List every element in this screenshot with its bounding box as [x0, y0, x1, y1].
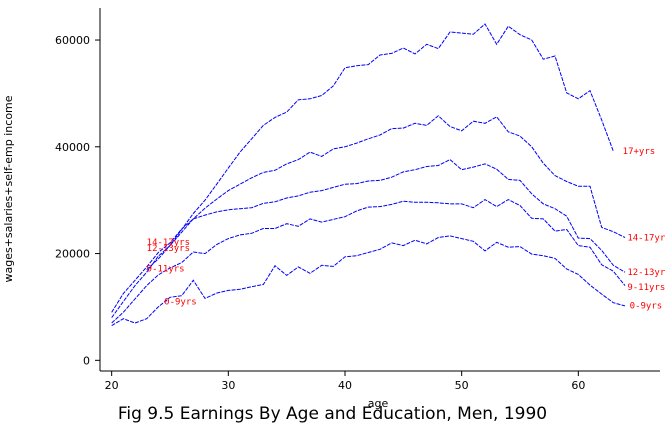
x-tick-label-30: 30 — [221, 379, 235, 392]
x-tick-label-50: 50 — [455, 379, 469, 392]
figure-caption: Fig 9.5 Earnings By Age and Education, M… — [117, 404, 548, 424]
y-tick-label-40000: 40000 — [55, 141, 90, 154]
series-line-14-17yrs — [111, 115, 626, 318]
x-axis-title: age — [368, 397, 389, 410]
series-label-4: 17+yrs — [623, 147, 656, 157]
y-axis-title: wages+salaries+self-emp income — [2, 95, 15, 282]
series-labels: 14-17yrs12-13yrs9-11yrs0-9yrs17+yrs14-17… — [147, 147, 665, 311]
x-tick-label-40: 40 — [338, 379, 352, 392]
x-tick-label-60: 60 — [571, 379, 585, 392]
y-tick-label-60000: 60000 — [55, 34, 90, 47]
series-line-9-11yrs — [111, 199, 626, 324]
series-label-1: 12-13yrs — [147, 244, 190, 254]
series-label-0: 14-17yrs — [147, 238, 190, 248]
axes: 20 30 40 50 60 0 20000 40000 60000 — [55, 8, 660, 392]
series-label-5: 14-17yrs — [627, 234, 665, 244]
y-tick-label-20000: 20000 — [55, 248, 90, 261]
x-tick-label-20: 20 — [105, 379, 119, 392]
series-label-2: 9-11yrs — [147, 265, 185, 275]
series-line-12-13yrs — [111, 159, 626, 313]
series-label-3: 0-9yrs — [164, 298, 197, 308]
series-label-6: 12-13yrs — [627, 268, 665, 278]
series-label-7: 9-11yrs — [627, 283, 665, 293]
series-line-17+yrs — [146, 23, 614, 270]
y-tick-label-0: 0 — [83, 354, 90, 367]
series-line-0-9yrs — [111, 235, 626, 327]
series-label-8: 0-9yrs — [630, 301, 663, 311]
series-lines — [111, 23, 626, 327]
